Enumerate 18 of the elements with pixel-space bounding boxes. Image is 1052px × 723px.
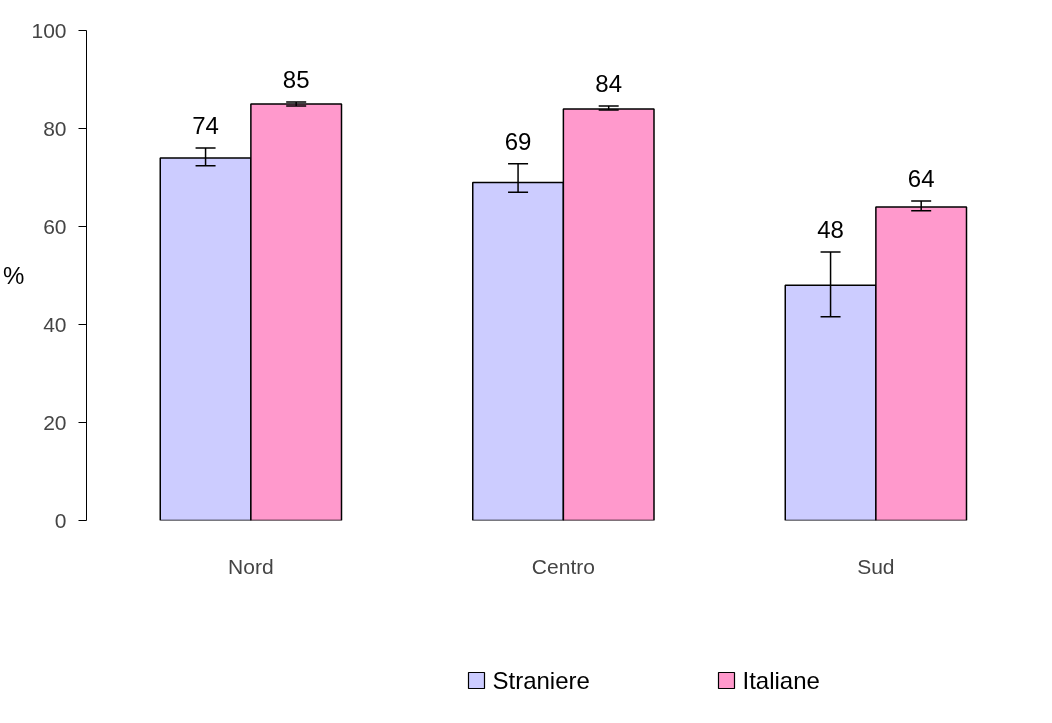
y-tick-label: 100 <box>31 18 67 42</box>
y-axis-title: % <box>3 262 25 289</box>
x-tick-label: Nord <box>228 554 274 578</box>
y-tick-label: 0 <box>54 508 67 532</box>
data-label: 64 <box>907 165 935 193</box>
data-label: 69 <box>504 127 532 155</box>
data-label: 85 <box>282 66 310 94</box>
data-label: 84 <box>595 69 623 97</box>
data-label: 74 <box>192 112 219 140</box>
y-tick-label: 20 <box>43 410 67 434</box>
y-tick-label: 40 <box>43 312 67 336</box>
data-label: 48 <box>817 215 844 243</box>
y-tick-label: 80 <box>43 116 67 140</box>
legend-label: Straniere <box>492 667 590 694</box>
y-tick-label: 60 <box>43 214 67 238</box>
x-tick-label: Sud <box>857 554 895 578</box>
legend-label: Italiane <box>742 667 820 694</box>
x-tick-label: Centro <box>531 554 595 578</box>
